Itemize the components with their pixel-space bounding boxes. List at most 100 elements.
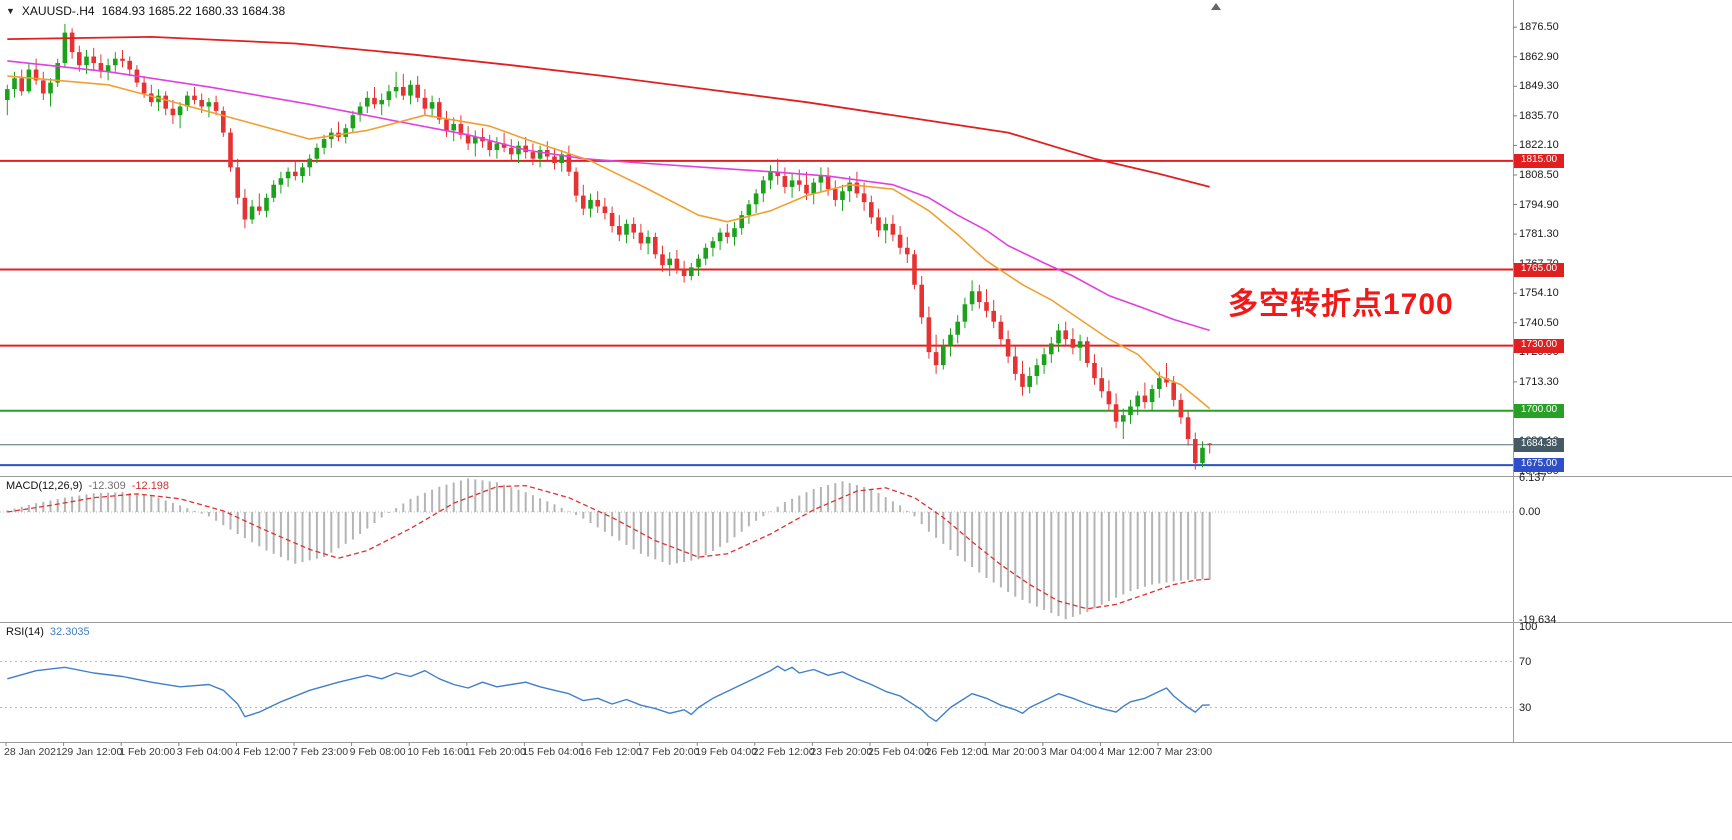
candle-body	[163, 95, 168, 109]
candle-body	[206, 102, 212, 107]
macd-signal-value: -12.198	[131, 480, 170, 492]
candle-body	[861, 193, 867, 203]
candle-body	[1013, 356, 1018, 374]
candle-body	[595, 199, 600, 207]
candle-body	[19, 78, 24, 92]
candle-body	[48, 82, 53, 94]
candle-body	[77, 52, 82, 66]
annotation-text[interactable]: 多空转折点1700	[1228, 288, 1454, 321]
candle-body	[12, 78, 17, 90]
candle-body	[1128, 406, 1133, 416]
candle-body	[609, 213, 615, 227]
candle-body	[753, 193, 759, 205]
candle-body	[494, 143, 500, 150]
candle-body	[926, 317, 932, 353]
candle-body	[667, 258, 672, 266]
candle-body	[1200, 447, 1205, 463]
rsi-value: 32.3035	[49, 626, 90, 638]
candle-body	[761, 180, 766, 194]
candle-body	[991, 310, 996, 322]
candle-body	[1207, 443, 1212, 445]
candle-body	[5, 89, 10, 100]
candle-body	[660, 254, 665, 266]
candle-body	[415, 84, 420, 98]
candle-body	[127, 60, 132, 70]
candle-body	[998, 321, 1004, 340]
candle-body	[386, 91, 392, 100]
candle-body	[113, 58, 118, 66]
candle-body	[365, 97, 370, 107]
candle-body	[213, 102, 219, 111]
candle-body	[1113, 404, 1119, 422]
candle-body	[170, 108, 176, 116]
candle-body	[1135, 395, 1140, 407]
macd-name: MACD(12,26,9)	[6, 480, 83, 492]
candle-body	[804, 184, 809, 194]
candle-body	[854, 182, 860, 194]
candle-body	[221, 110, 226, 133]
ma-fast-orange	[7, 75, 1211, 410]
candle-body	[300, 167, 305, 177]
candle-body	[458, 123, 464, 135]
candle-body	[98, 63, 104, 72]
candle-body	[818, 176, 824, 183]
candle-body	[55, 63, 60, 83]
candle-body	[977, 291, 982, 303]
candle-body	[674, 258, 680, 270]
candle-body	[912, 254, 917, 285]
candle-body	[537, 149, 543, 159]
candle-body	[451, 123, 456, 131]
candle-body	[876, 217, 881, 231]
candle-body	[487, 141, 492, 150]
candle-body	[897, 234, 903, 248]
candle-body	[1121, 415, 1126, 422]
candle-body	[444, 119, 449, 131]
chart-shift-marker[interactable]	[1211, 3, 1221, 10]
candle-body	[581, 195, 586, 209]
candle-body	[955, 321, 960, 335]
candle-body	[1164, 378, 1169, 383]
ma-slow-red	[7, 36, 1210, 188]
candle-body	[1185, 417, 1191, 440]
candle-body	[703, 247, 708, 259]
candle-body	[1193, 439, 1198, 463]
candle-body	[573, 171, 579, 196]
candle-body	[768, 171, 773, 181]
candle-body	[105, 65, 111, 72]
candle-body	[192, 95, 197, 100]
macd-signal-line	[7, 484, 1210, 610]
macd-value: -12.309	[88, 480, 126, 492]
candle-body	[645, 236, 651, 244]
candle-body	[933, 352, 939, 366]
candle-body	[746, 204, 752, 216]
candle-body	[617, 226, 622, 235]
triangle-down-icon[interactable]: ▼	[6, 6, 15, 16]
candle-body	[177, 106, 183, 116]
rsi-name: RSI(14)	[6, 626, 44, 638]
candle-body	[984, 302, 989, 311]
candle-body	[228, 132, 233, 168]
candle-body	[422, 97, 428, 109]
candle-body	[516, 145, 521, 155]
candle-body	[473, 136, 478, 144]
candle-body	[249, 206, 255, 220]
candle-body	[725, 232, 730, 237]
candle-body	[588, 199, 593, 209]
candle-body	[264, 197, 269, 211]
candle-body	[847, 182, 852, 192]
candle-body	[26, 69, 32, 92]
candle-body	[962, 304, 968, 322]
candle-body	[357, 106, 363, 116]
candle-body	[501, 143, 507, 148]
candle-body	[1157, 378, 1162, 390]
candle-body	[811, 182, 816, 194]
candle-body	[401, 86, 406, 96]
candle-body	[293, 171, 298, 177]
candle-body	[566, 154, 572, 172]
candle-body	[1049, 343, 1054, 355]
candle-body	[552, 156, 557, 164]
candle-body	[62, 32, 68, 64]
candle-body	[869, 202, 874, 218]
candle-body	[941, 345, 946, 366]
